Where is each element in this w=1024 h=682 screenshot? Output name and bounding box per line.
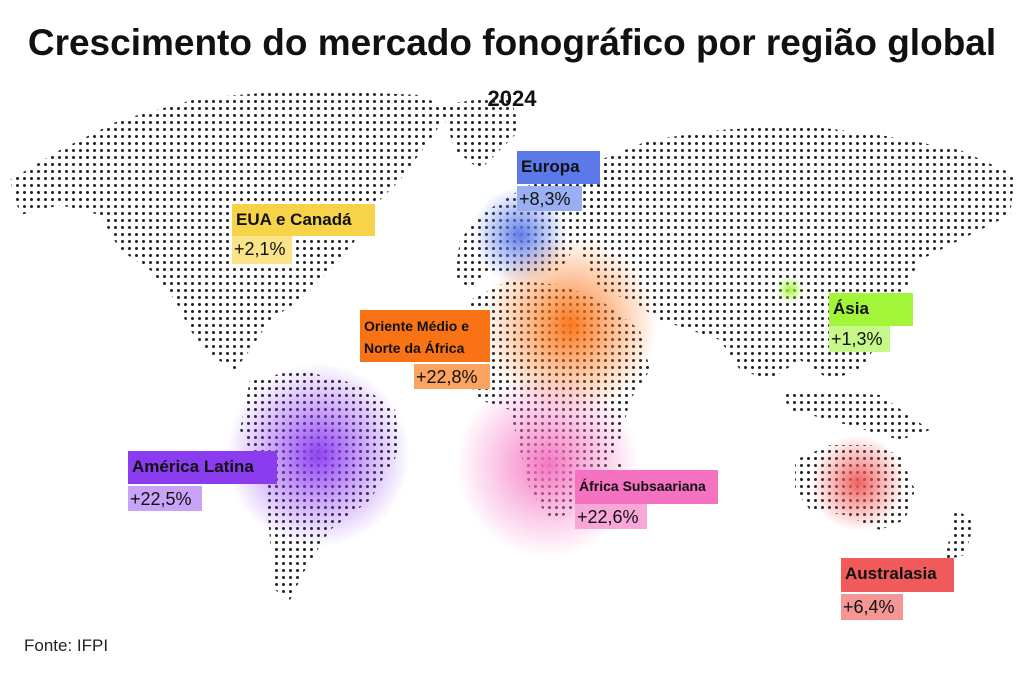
region-growth: +6,4% [841,594,903,620]
region-name: América Latina [128,451,277,484]
region-bubble [482,237,658,413]
region-growth: +22,8% [414,364,490,389]
region-bubble [456,373,640,557]
region-name: EUA e Canadá [232,204,375,236]
title: Crescimento do mercado fonográfico por r… [27,22,997,63]
region-growth: +22,6% [575,504,647,529]
subtitle: 2024 [487,86,537,111]
region-bubble [226,363,410,547]
region-growth: +22,5% [128,486,202,511]
region-bubble [776,276,804,304]
region-name: Oriente Médio e Norte da África [360,310,490,362]
region-name: Australasia [841,558,954,592]
region-growth: +8,3% [517,186,582,211]
bubbles [226,187,906,557]
region-name: Ásia [829,293,913,326]
region-growth: +2,1% [232,236,292,264]
source: Fonte: IFPI [24,636,109,655]
region-growth: +1,3% [829,326,890,352]
region-name: África Subsaariana [575,470,718,504]
region-bubble [810,435,906,531]
region-name: Europa [517,151,600,184]
